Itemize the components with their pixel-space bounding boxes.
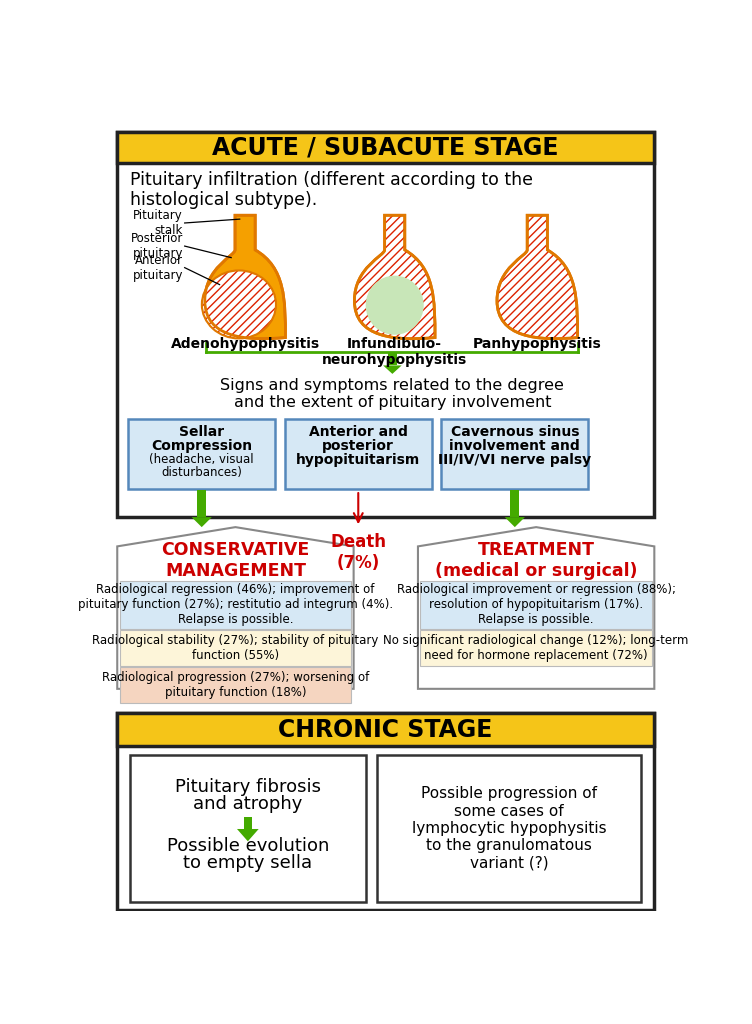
PathPatch shape (205, 215, 286, 339)
Ellipse shape (202, 270, 276, 339)
Bar (197, 490, 206, 517)
PathPatch shape (354, 215, 435, 339)
Text: posterior: posterior (323, 439, 394, 454)
Text: Radiological stability (27%); stability of pituitary
function (55%): Radiological stability (27%); stability … (92, 634, 378, 663)
Text: Infundibulo-
neurohypophysitis: Infundibulo- neurohypophysitis (322, 337, 467, 368)
Polygon shape (117, 527, 353, 689)
Text: Panhypophysitis: Panhypophysitis (473, 337, 602, 351)
Text: Pituitary infiltration (different according to the
histological subtype).: Pituitary infiltration (different accord… (129, 171, 532, 210)
PathPatch shape (497, 215, 578, 339)
Text: Possible evolution: Possible evolution (167, 837, 329, 855)
Bar (117, 714, 653, 909)
Text: Radiological progression (27%); worsening of
pituitary function (18%): Radiological progression (27%); worsenin… (102, 671, 369, 699)
Ellipse shape (365, 275, 423, 335)
Text: Anterior
pituitary: Anterior pituitary (132, 254, 183, 282)
Text: disturbances): disturbances) (161, 466, 242, 478)
Text: III/IV/VI nerve palsy: III/IV/VI nerve palsy (438, 454, 591, 467)
Text: Signs and symptoms related to the degree
and the extent of pituitary involvement: Signs and symptoms related to the degree… (220, 378, 564, 411)
Polygon shape (192, 517, 212, 527)
Text: involvement and: involvement and (450, 439, 581, 454)
Text: Radiological improvement or regression (88%);
resolution of hypopituitarism (17%: Radiological improvement or regression (… (396, 584, 675, 627)
Text: ACUTE / SUBACUTE STAGE: ACUTE / SUBACUTE STAGE (212, 135, 559, 160)
Bar (244, 817, 252, 829)
Bar (120, 581, 351, 629)
Polygon shape (505, 517, 525, 527)
Text: Compression: Compression (151, 439, 252, 454)
Text: Cavernous sinus: Cavernous sinus (450, 426, 579, 439)
Bar (117, 132, 653, 163)
Text: No significant radiological change (12%); long-term
need for hormone replacement: No significant radiological change (12%)… (384, 634, 689, 663)
Text: Radiological regression (46%); improvement of
pituitary function (27%); restitut: Radiological regression (46%); improveme… (78, 584, 393, 627)
Bar (510, 490, 520, 517)
Bar (420, 581, 652, 629)
Text: CHRONIC STAGE: CHRONIC STAGE (278, 718, 493, 741)
Text: Pituitary fibrosis: Pituitary fibrosis (174, 778, 321, 797)
Text: hypopituitarism: hypopituitarism (296, 454, 420, 467)
Text: TREATMENT
(medical or surgical): TREATMENT (medical or surgical) (435, 541, 638, 580)
Polygon shape (418, 527, 654, 689)
Text: Pituitary
stalk: Pituitary stalk (133, 209, 183, 237)
Text: Posterior
pituitary: Posterior pituitary (131, 232, 183, 260)
Bar (128, 420, 275, 488)
Bar (285, 420, 432, 488)
Text: Adenohypophysitis: Adenohypophysitis (171, 337, 320, 351)
Text: CONSERVATIVE
MANAGEMENT: CONSERVATIVE MANAGEMENT (162, 541, 310, 580)
Bar (441, 420, 589, 488)
Text: Possible progression of
some cases of
lymphocytic hypophysitis
to the granulomat: Possible progression of some cases of ly… (411, 786, 606, 870)
Bar (129, 755, 366, 902)
Bar (120, 631, 351, 666)
Text: and atrophy: and atrophy (193, 796, 302, 813)
Bar (117, 714, 653, 745)
Text: (headache, visual: (headache, visual (150, 454, 254, 466)
Polygon shape (383, 366, 402, 374)
Bar (420, 631, 652, 666)
Text: Death
(7%): Death (7%) (330, 534, 387, 572)
Bar (117, 132, 653, 517)
Bar (120, 668, 351, 702)
Text: Anterior and: Anterior and (309, 426, 408, 439)
Text: Sellar: Sellar (179, 426, 224, 439)
Bar (377, 755, 641, 902)
Polygon shape (237, 829, 259, 842)
Bar (388, 352, 396, 366)
Text: to empty sella: to empty sella (183, 854, 312, 871)
Ellipse shape (202, 270, 276, 339)
